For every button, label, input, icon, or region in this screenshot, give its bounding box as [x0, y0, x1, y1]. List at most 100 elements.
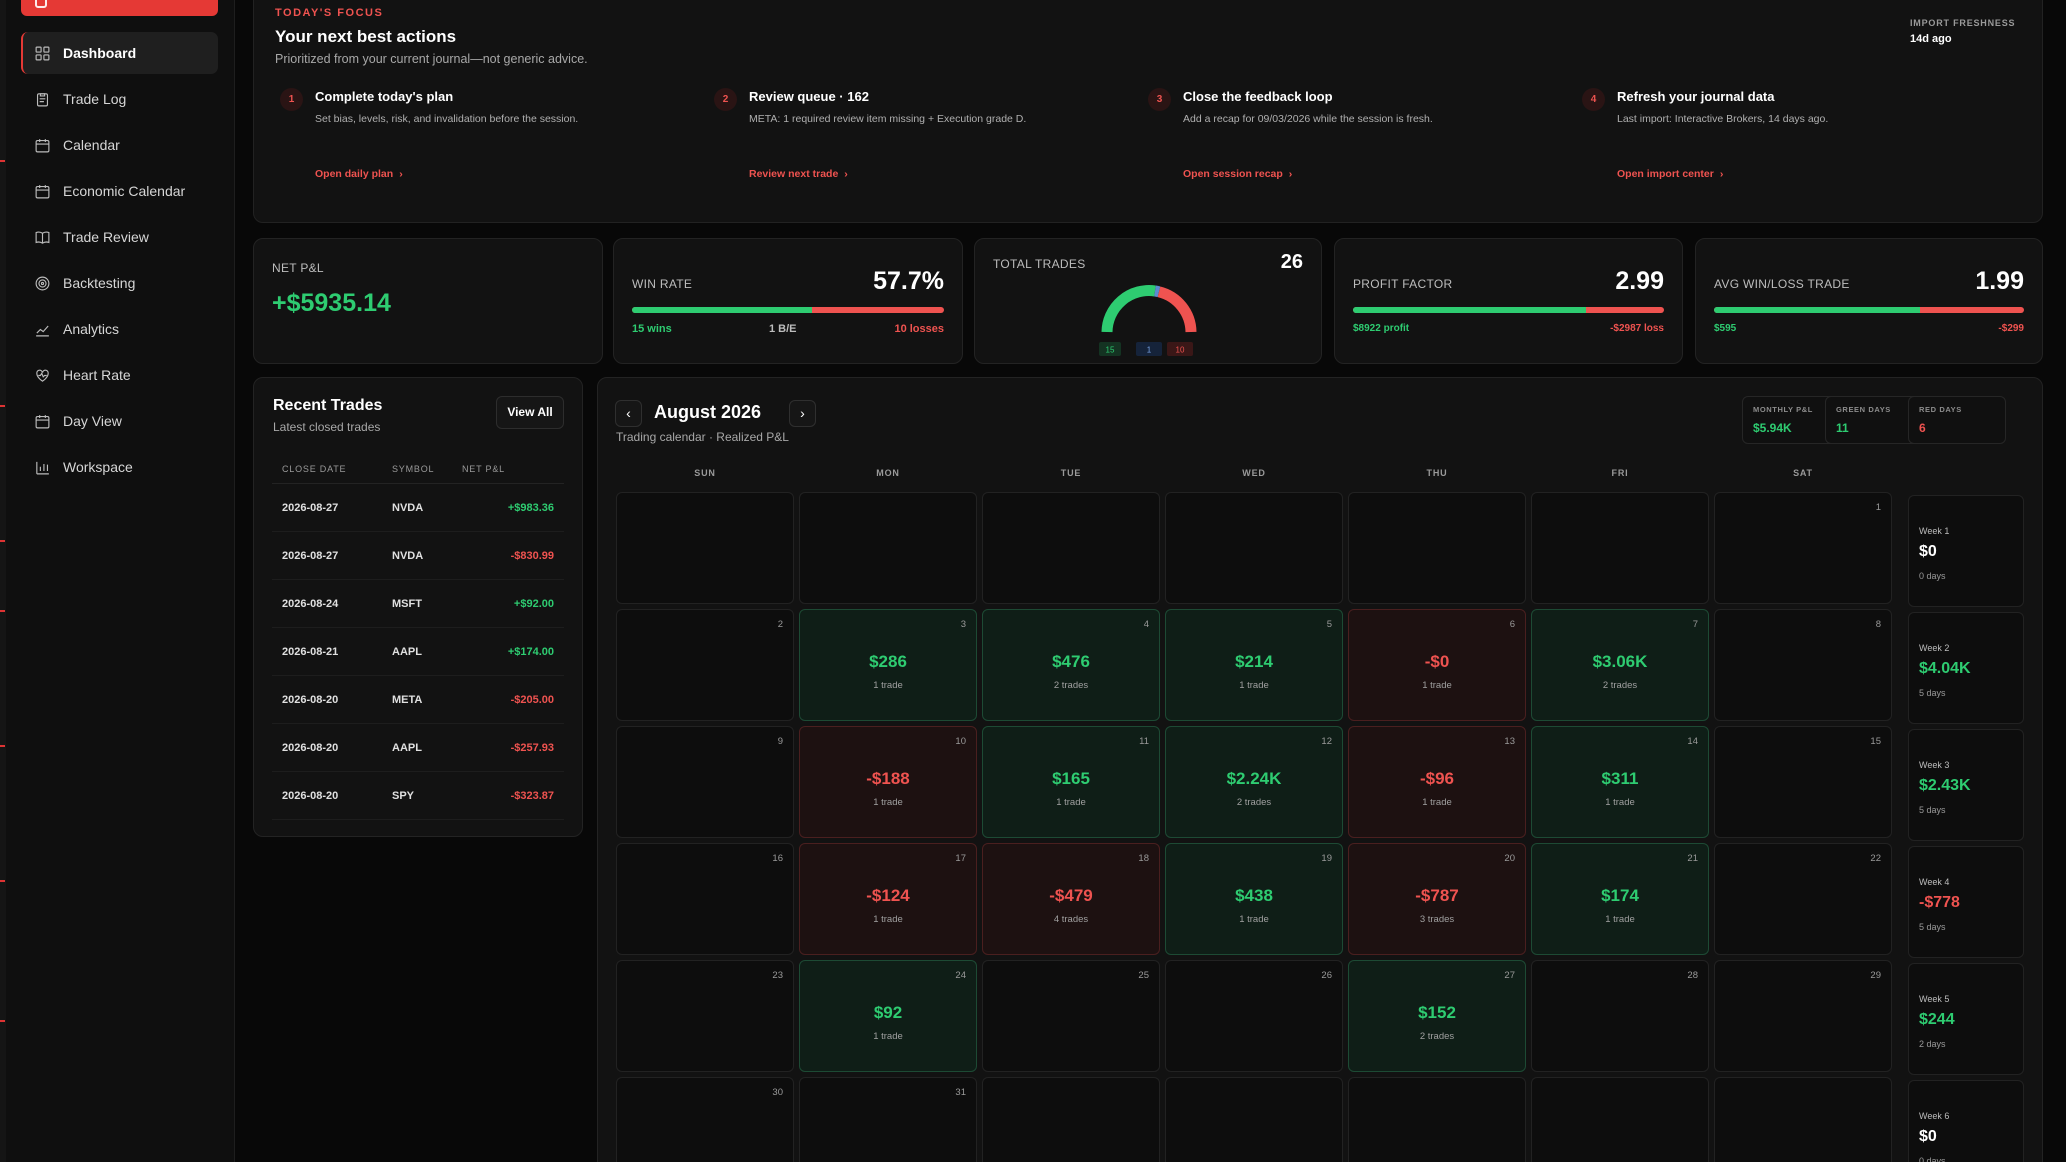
calendar-day-2[interactable]: 2	[616, 609, 794, 721]
table-row[interactable]: 2026-08-21 AAPL +$174.00	[272, 628, 564, 676]
calendar-day-27[interactable]: 27 $152 2 trades	[1348, 960, 1526, 1072]
sidebar-item-heart-rate[interactable]: Heart Rate	[21, 354, 218, 396]
sidebar-nav: Dashboard Trade Log Calendar Economic Calen…	[21, 32, 218, 492]
table-row[interactable]: 2026-08-27 NVDA +$983.36	[272, 484, 564, 532]
day-trade-count: 2 trades	[1053, 680, 1089, 691]
win-rate-value: 57.7%	[873, 267, 944, 295]
calendar-day-18[interactable]: 18 -$479 4 trades	[982, 843, 1160, 955]
week-days: 5 days	[1919, 688, 1946, 698]
calendar-day-empty[interactable]	[982, 1077, 1160, 1162]
table-row[interactable]: 2026-08-24 MSFT +$92.00	[272, 580, 564, 628]
calendar-day-10[interactable]: 10 -$188 1 trade	[799, 726, 977, 838]
calendar-day-20[interactable]: 20 -$787 3 trades	[1348, 843, 1526, 955]
calendar-day-empty[interactable]	[616, 492, 794, 604]
view-all-button[interactable]: View All	[496, 396, 564, 429]
calendar-day-25[interactable]: 25	[982, 960, 1160, 1072]
calendar-day-1[interactable]: 1	[1714, 492, 1892, 604]
calendar-day-4[interactable]: 4 $476 2 trades	[982, 609, 1160, 721]
day-pnl: $165	[1052, 769, 1090, 788]
calendar-day-6[interactable]: 6 -$0 1 trade	[1348, 609, 1526, 721]
action-link[interactable]: Open import center ›	[1617, 168, 1723, 180]
calendar-day-16[interactable]: 16	[616, 843, 794, 955]
day-number: 5	[1326, 619, 1332, 630]
calendar-day-11[interactable]: 11 $165 1 trade	[982, 726, 1160, 838]
new-entry-button[interactable]	[21, 0, 218, 16]
action-link[interactable]: Review next trade ›	[749, 168, 848, 180]
sidebar-item-label: Heart Rate	[63, 367, 131, 383]
calendar-day-empty[interactable]	[1714, 1077, 1892, 1162]
calendar-day-28[interactable]: 28	[1531, 960, 1709, 1072]
calendar-day-31[interactable]: 31	[799, 1077, 977, 1162]
calendar-day-12[interactable]: 12 $2.24K 2 trades	[1165, 726, 1343, 838]
action-description: Add a recap for 09/03/2026 while the ses…	[1183, 113, 1433, 125]
table-row[interactable]: 2026-08-20 AAPL -$257.93	[272, 724, 564, 772]
calendar-day-empty[interactable]	[1348, 1077, 1526, 1162]
calendar-day-8[interactable]: 8	[1714, 609, 1892, 721]
day-trade-count: 1 trade	[1056, 797, 1086, 808]
calendar-day-17[interactable]: 17 -$124 1 trade	[799, 843, 977, 955]
sidebar-item-workspace[interactable]: Workspace	[21, 446, 218, 488]
action-link[interactable]: Open daily plan ›	[315, 168, 403, 180]
day-pnl: $311	[1601, 769, 1639, 788]
calendar-day-9[interactable]: 9	[616, 726, 794, 838]
calendar-day-29[interactable]: 29	[1714, 960, 1892, 1072]
trade-symbol: AAPL	[392, 646, 422, 658]
sidebar-item-backtesting[interactable]: Backtesting	[21, 262, 218, 304]
calendar-day-23[interactable]: 23	[616, 960, 794, 1072]
calendar-day-22[interactable]: 22	[1714, 843, 1892, 955]
day-number: 4	[1143, 619, 1149, 630]
week-label: Week 2	[1919, 643, 1950, 653]
calendar-day-14[interactable]: 14 $311 1 trade	[1531, 726, 1709, 838]
weekday-header: MON	[876, 468, 900, 478]
prev-month-button[interactable]: ‹	[615, 400, 642, 427]
table-row[interactable]: 2026-08-20 SPY -$323.87	[272, 772, 564, 820]
calendar-day-26[interactable]: 26	[1165, 960, 1343, 1072]
next-month-button[interactable]: ›	[789, 400, 816, 427]
win-rate-card: WIN RATE 57.7% 15 wins 1 B/E 10 losses	[613, 238, 963, 364]
day-number: 2	[777, 619, 783, 630]
sidebar-item-dashboard[interactable]: Dashboard	[21, 32, 218, 74]
calendar-day-30[interactable]: 30	[616, 1077, 794, 1162]
sidebar-item-analytics[interactable]: Analytics	[21, 308, 218, 350]
day-trade-count: 1 trade	[1239, 914, 1269, 925]
calendar-day-15[interactable]: 15	[1714, 726, 1892, 838]
sidebar-item-day-view[interactable]: Day View	[21, 400, 218, 442]
day-pnl: -$479	[1049, 886, 1093, 905]
table-row[interactable]: 2026-08-27 NVDA -$830.99	[272, 532, 564, 580]
calendar-day-24[interactable]: 24 $92 1 trade	[799, 960, 977, 1072]
win-rate-bar-fill	[632, 307, 813, 313]
profit-factor-label: PROFIT FACTOR	[1353, 277, 1453, 291]
calendar-day-19[interactable]: 19 $438 1 trade	[1165, 843, 1343, 955]
trade-close-date: 2026-08-24	[282, 598, 339, 610]
calendar-day-empty[interactable]	[1165, 1077, 1343, 1162]
week-value: $244	[1919, 1011, 1955, 1028]
gauge-wins-label: 15	[1106, 346, 1115, 355]
week-label: Week 6	[1919, 1111, 1950, 1121]
action-link[interactable]: Open session recap ›	[1183, 168, 1292, 180]
calendar-day-empty[interactable]	[1531, 492, 1709, 604]
calendar-day-5[interactable]: 5 $214 1 trade	[1165, 609, 1343, 721]
table-row[interactable]: 2026-08-20 META -$205.00	[272, 676, 564, 724]
sidebar-item-trade-review[interactable]: Trade Review	[21, 216, 218, 258]
day-pnl: $3.06K	[1592, 652, 1648, 671]
sidebar-item-calendar[interactable]: Calendar	[21, 124, 218, 166]
calendar-day-7[interactable]: 7 $3.06K 2 trades	[1531, 609, 1709, 721]
calendar-day-empty[interactable]	[1165, 492, 1343, 604]
calendar-day-21[interactable]: 21 $174 1 trade	[1531, 843, 1709, 955]
summary-label: MONTHLY P&L	[1753, 405, 1813, 414]
calendar-day-empty[interactable]	[982, 492, 1160, 604]
loss-count: 10 losses	[894, 323, 944, 335]
breakeven-count: 1 B/E	[769, 323, 797, 335]
sidebar-item-label: Trade Log	[63, 91, 127, 107]
action-title: Close the feedback loop	[1183, 89, 1333, 104]
trade-symbol: SPY	[392, 790, 415, 802]
calendar-day-13[interactable]: 13 -$96 1 trade	[1348, 726, 1526, 838]
calendar-day-empty[interactable]	[1348, 492, 1526, 604]
calendar-day-3[interactable]: 3 $286 1 trade	[799, 609, 977, 721]
day-pnl: $214	[1235, 652, 1273, 671]
day-number: 14	[1687, 736, 1698, 747]
calendar-day-empty[interactable]	[1531, 1077, 1709, 1162]
sidebar-item-trade-log[interactable]: Trade Log	[21, 78, 218, 120]
sidebar-item-economic-calendar[interactable]: Economic Calendar	[21, 170, 218, 212]
calendar-day-empty[interactable]	[799, 492, 977, 604]
